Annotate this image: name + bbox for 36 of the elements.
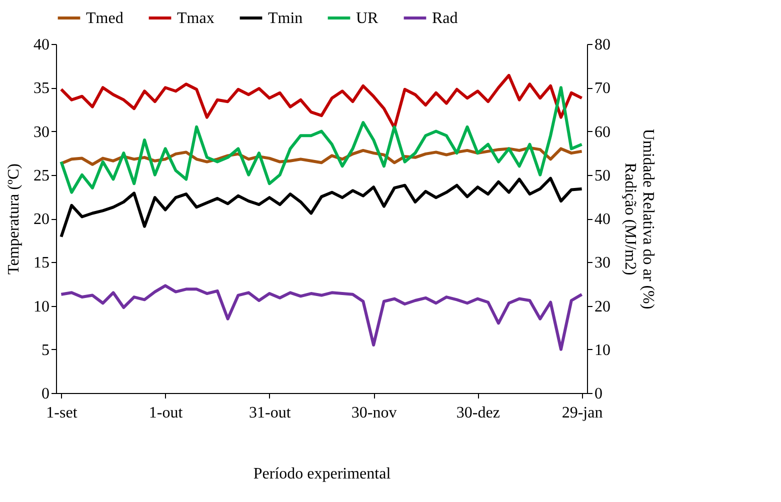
y2-tick-label: 40 [594,211,610,228]
y2-tick-label: 80 [594,36,610,54]
y-tick-label: 40 [34,36,50,54]
y2-axis-title: Umidade Relativa do ar (%) Radição (MJ/m2) [622,128,656,310]
x-tick-label: 30-dez [456,404,500,422]
y2-tick-label: 0 [594,386,602,402]
y-tick-label: 35 [34,80,50,98]
x-tick-label: 30-nov [351,404,397,422]
y-tick-label: 15 [34,254,50,272]
y-axis-title: Temperatura (ºC) [6,164,22,274]
y-tick-label: 10 [34,298,50,316]
y2-tick-label: 20 [594,298,610,316]
line-series [60,284,584,351]
x-tick-label: 31-out [249,404,292,422]
line-series [60,176,584,238]
y2-tick-label: 70 [594,80,610,98]
x-tick-label: 29-jan [562,404,603,422]
line-series [60,86,584,194]
y2-tick-label: 60 [594,124,610,141]
y2-tick-label: 50 [594,167,610,184]
y-tick-label: 5 [42,342,50,359]
y-tick-label: 0 [42,386,50,402]
y2-tick-label: 30 [594,254,610,272]
legend-label: Rad [432,10,458,27]
legend-label: Tmax [177,10,214,27]
x-tick-label: 1-out [148,404,184,422]
x-tick-label: 1-set [46,404,78,422]
y2-tick-label: 10 [594,342,610,359]
legend-label: Tmed [86,10,124,27]
x-axis-title: Período experimental [253,466,392,482]
y-tick-label: 30 [34,124,50,141]
legend-label: UR [356,10,379,27]
line-series [60,74,584,130]
y-tick-label: 25 [34,167,50,184]
legend-label: Tmin [268,10,303,27]
y-tick-label: 20 [34,211,50,228]
